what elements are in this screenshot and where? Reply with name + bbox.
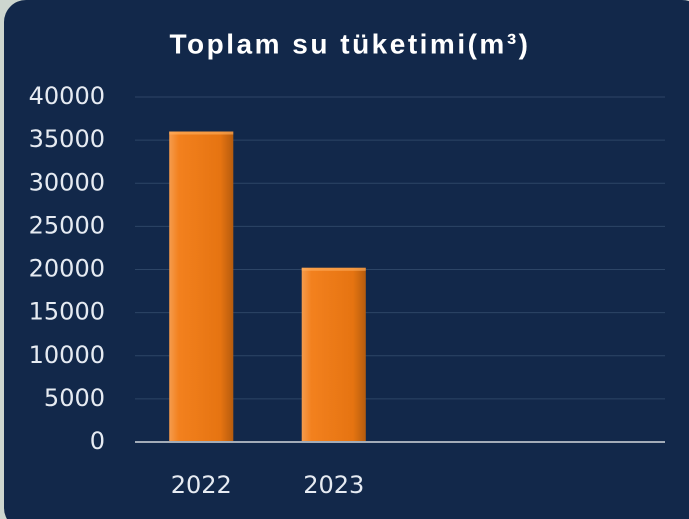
- y-tick-label: 20000: [29, 255, 105, 283]
- x-tick-label: 2023: [303, 471, 364, 499]
- x-tick-label: 2022: [171, 471, 232, 499]
- bar-shade: [301, 267, 366, 442]
- y-tick-label: 25000: [29, 211, 105, 239]
- y-tick-label: 10000: [29, 341, 105, 369]
- y-tick-label: 40000: [29, 82, 105, 110]
- y-tick-label: 35000: [29, 125, 105, 153]
- y-tick-label: 5000: [44, 384, 105, 412]
- y-tick-label: 0: [90, 427, 105, 455]
- chart-title: Toplam su tüketimi(m³): [170, 28, 531, 59]
- bar-cap: [301, 267, 366, 271]
- bar-cap: [169, 131, 234, 135]
- y-tick-label: 30000: [29, 168, 105, 196]
- y-tick-label: 15000: [29, 298, 105, 326]
- bar-shade: [169, 131, 234, 442]
